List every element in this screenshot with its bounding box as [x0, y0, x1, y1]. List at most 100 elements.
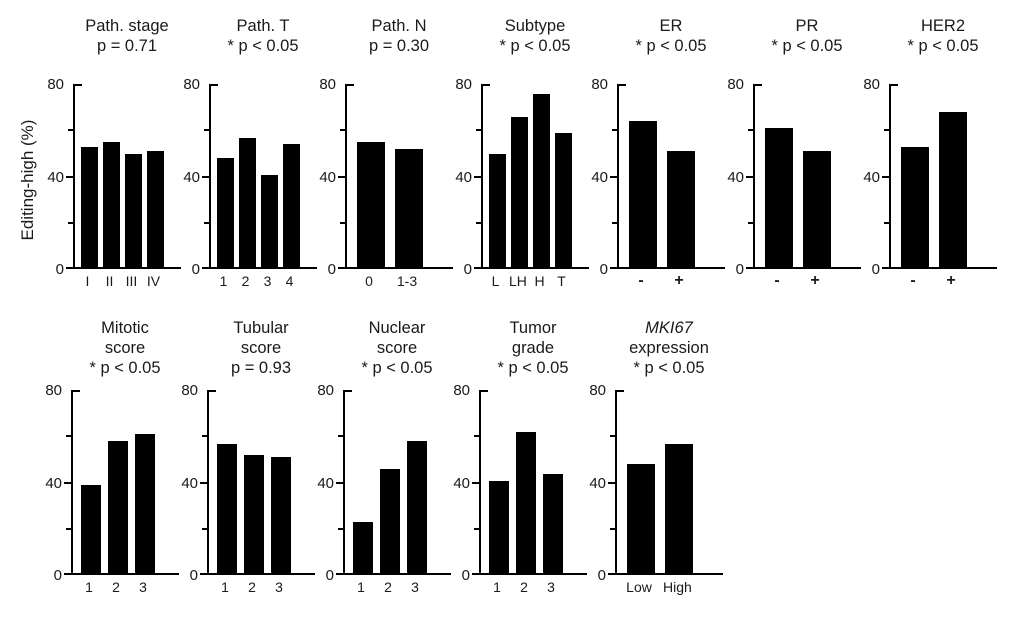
y-tick-label: 40 [319, 168, 336, 186]
y-axis: 0 40 80 [319, 76, 345, 278]
y-tick-mark [338, 527, 343, 530]
bar-t [555, 132, 572, 267]
y-tick-mark [202, 175, 209, 178]
x-tick-label: 3 [263, 273, 272, 289]
bar-1 [81, 485, 101, 573]
x-tick-label: III [125, 273, 138, 289]
y-axis: 0 40 80 [727, 76, 753, 278]
panel-title: ER * p < 0.05 [617, 12, 725, 84]
bar-1 [217, 158, 234, 267]
y-axis-top-tick [345, 390, 352, 392]
bar-- [629, 121, 657, 267]
x-axis-labels: - + [755, 269, 861, 290]
y-axis-top-tick [755, 84, 762, 86]
x-tick-label: + [674, 272, 684, 289]
y-axis: 0 40 80 [591, 76, 617, 278]
y-tick-mark [746, 267, 753, 269]
y-tick-label: 80 [863, 76, 880, 93]
panel-title-line: ER [659, 17, 683, 35]
y-tick-mark [66, 435, 71, 438]
y-axis-top-tick [211, 84, 218, 86]
y-tick-mark [474, 527, 479, 530]
y-tick-mark [64, 481, 71, 484]
y-tick-label: 0 [191, 261, 200, 278]
x-tick-label: 1-3 [396, 273, 418, 289]
bar-high [665, 443, 693, 573]
bar-+ [667, 151, 695, 267]
panel-pr: PR * p < 0.05 0 40 80- + [727, 12, 861, 290]
y-tick-mark [202, 435, 207, 438]
y-tick-label: 40 [45, 474, 62, 492]
x-axis-labels: L LH H T [483, 269, 589, 290]
plot-area: 0 40 80 [181, 382, 315, 584]
panel-title-line: grade [511, 339, 555, 357]
bar-i [81, 146, 98, 267]
y-tick-mark [66, 267, 73, 269]
y-tick-mark [68, 129, 73, 132]
bars-area [479, 390, 587, 575]
bar-1-3 [395, 149, 423, 267]
plot-area: 0 40 80 [591, 76, 725, 278]
bars-area [617, 84, 725, 269]
y-tick-label: 0 [189, 567, 198, 584]
y-axis: 0 40 80 [181, 382, 207, 584]
bars-area [207, 390, 315, 575]
panel-title-line: score [104, 339, 146, 357]
y-tick-label: 80 [589, 382, 606, 399]
x-tick-label: 3 [411, 579, 419, 595]
y-tick-label: 0 [461, 567, 470, 584]
y-tick-mark [200, 573, 207, 575]
panel-tumor-grade: Tumor grade * p < 0.05 0 40 80 1 2 3 [453, 314, 587, 596]
panel-mitotic-score: Mitotic score * p < 0.05 0 40 80 1 2 3 [45, 314, 179, 596]
panel-path-n: Path. N p = 0.30 0 40 80 0 1-3 [319, 12, 453, 290]
x-tick-label: 1 [221, 579, 229, 595]
y-tick-mark [472, 481, 479, 484]
y-tick-mark [204, 221, 209, 224]
panel-pvalue: * p < 0.05 [89, 359, 161, 377]
bar-ii [103, 142, 120, 267]
y-axis-label: Editing-high (%) [18, 119, 37, 241]
bar-4 [283, 144, 300, 267]
x-axis-labels: Low High [617, 575, 723, 596]
x-tick-label: 1 [219, 273, 228, 289]
panel-her2: HER2 * p < 0.05 0 40 80- + [863, 12, 997, 290]
y-axis: 0 40 80 [45, 382, 71, 584]
panel-pvalue: * p < 0.05 [771, 37, 843, 55]
panel-er: ER * p < 0.05 0 40 80- + [591, 12, 725, 290]
y-tick-label: 80 [183, 76, 200, 93]
panel-title-line: Tubular [233, 319, 289, 337]
bar-iii [125, 153, 142, 267]
y-tick-mark [474, 267, 481, 269]
plot-area: 0 40 80 [317, 382, 451, 584]
bar-1 [353, 522, 373, 573]
bar-+ [803, 151, 831, 267]
y-tick-label: 80 [47, 76, 64, 93]
bar-3 [135, 434, 155, 573]
bar-3 [271, 457, 291, 573]
bars-area [209, 84, 317, 269]
x-axis-labels: - + [891, 269, 997, 290]
x-tick-label: 3 [139, 579, 147, 595]
y-tick-mark [608, 481, 615, 484]
plot-area: 0 40 80 [453, 382, 587, 584]
panel-pvalue: * p < 0.05 [497, 359, 569, 377]
y-tick-mark [884, 129, 889, 132]
panel-title-line: Path. stage [85, 17, 169, 35]
panel-pvalue: p = 0.30 [368, 37, 430, 55]
bar-2 [239, 137, 256, 267]
y-axis: 0 40 80 [453, 382, 479, 584]
y-tick-label: 80 [727, 76, 744, 93]
bar-lh [511, 116, 528, 267]
y-tick-mark [200, 481, 207, 484]
y-tick-mark [338, 435, 343, 438]
y-tick-mark [338, 175, 345, 178]
y-tick-mark [610, 527, 615, 530]
y-tick-label: 40 [863, 168, 880, 186]
y-tick-mark [340, 129, 345, 132]
y-tick-label: 40 [183, 168, 200, 186]
panel-pvalue: * p < 0.05 [907, 37, 979, 55]
y-axis-top-tick [617, 390, 624, 392]
panel-path-stage: Path. stage p = 0.71 0 40 80 I II III IV [47, 12, 181, 290]
bar-- [901, 146, 929, 267]
